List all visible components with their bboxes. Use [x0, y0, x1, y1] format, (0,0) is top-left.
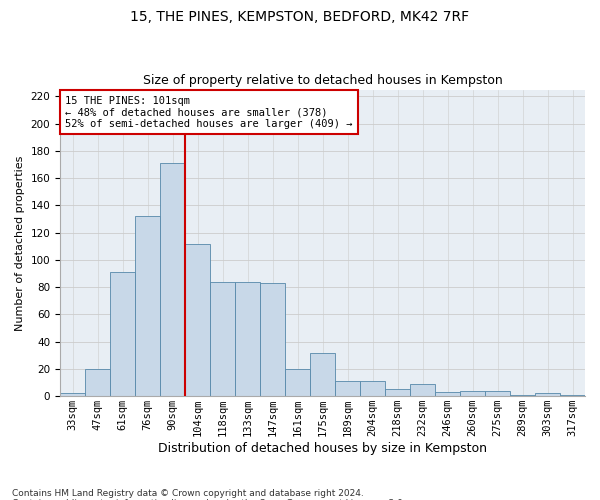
Bar — [260, 283, 285, 396]
Text: Contains HM Land Registry data © Crown copyright and database right 2024.: Contains HM Land Registry data © Crown c… — [12, 488, 364, 498]
Bar — [110, 272, 135, 396]
Text: Contains public sector information licensed under the Open Government Licence v3: Contains public sector information licen… — [12, 498, 406, 500]
Text: 15, THE PINES, KEMPSTON, BEDFORD, MK42 7RF: 15, THE PINES, KEMPSTON, BEDFORD, MK42 7… — [130, 10, 470, 24]
Bar — [335, 381, 360, 396]
Bar — [410, 384, 435, 396]
Bar — [485, 390, 510, 396]
Bar — [560, 395, 585, 396]
Bar — [285, 369, 310, 396]
Bar — [310, 352, 335, 396]
Bar — [535, 394, 560, 396]
Bar — [460, 390, 485, 396]
Bar — [385, 390, 410, 396]
Bar — [185, 244, 210, 396]
Bar — [210, 282, 235, 396]
Bar — [160, 163, 185, 396]
Y-axis label: Number of detached properties: Number of detached properties — [15, 155, 25, 330]
Bar — [135, 216, 160, 396]
Bar — [435, 392, 460, 396]
Bar — [85, 369, 110, 396]
Bar — [360, 381, 385, 396]
Title: Size of property relative to detached houses in Kempston: Size of property relative to detached ho… — [143, 74, 502, 87]
Bar — [510, 395, 535, 396]
Bar — [60, 394, 85, 396]
Bar — [235, 282, 260, 396]
Text: 15 THE PINES: 101sqm
← 48% of detached houses are smaller (378)
52% of semi-deta: 15 THE PINES: 101sqm ← 48% of detached h… — [65, 96, 353, 129]
X-axis label: Distribution of detached houses by size in Kempston: Distribution of detached houses by size … — [158, 442, 487, 455]
